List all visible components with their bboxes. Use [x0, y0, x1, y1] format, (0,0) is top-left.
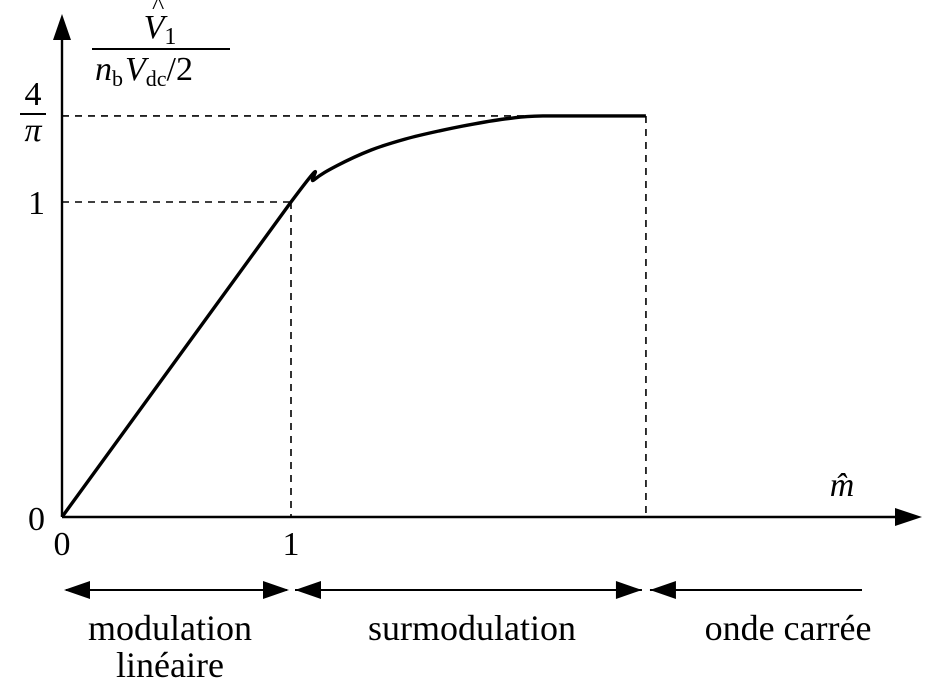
y-axis-arrow-icon [53, 14, 71, 40]
y-tick-label-1: 1 [28, 185, 45, 222]
y-tick-label-0: 0 [28, 501, 45, 538]
y-tick-num: 4 [25, 76, 42, 113]
arrow-left-icon [649, 581, 676, 599]
arrow-left-icon [64, 581, 90, 599]
arrow-left-icon [295, 581, 321, 599]
arrow-right-icon [263, 581, 289, 599]
arrow-right-icon [615, 581, 642, 599]
y-label-hat: ^ [152, 0, 165, 20]
y-axis-label: V1 ^ nbVdc/2 [92, 0, 230, 91]
y-tick-label-4-over-pi: 4 π [20, 76, 46, 149]
x-tick-label-1: 1 [283, 526, 300, 563]
y-label-tail: /2 [167, 51, 193, 88]
y-label-sub1: 1 [164, 24, 176, 50]
x-axis-label: m̂ [830, 467, 855, 504]
svg-text:nbVdc/2: nbVdc/2 [95, 51, 193, 91]
region-label-linear-line1: modulation [88, 608, 252, 648]
y-label-b: b [112, 66, 123, 91]
region-label-linear-line2: linéaire [116, 645, 224, 685]
data-series-line [60, 114, 646, 518]
x-axis-arrow-icon [895, 508, 922, 526]
y-label-n: n [95, 51, 112, 88]
y-tick-den: π [24, 112, 42, 149]
region-label-square-wave: onde carrée [705, 608, 872, 648]
reference-lines [62, 115, 647, 517]
region-annotations [64, 581, 862, 599]
x-tick-label-0: 0 [54, 526, 71, 563]
y-label-dc: dc [146, 66, 167, 91]
region-label-overmodulation: surmodulation [368, 608, 576, 648]
